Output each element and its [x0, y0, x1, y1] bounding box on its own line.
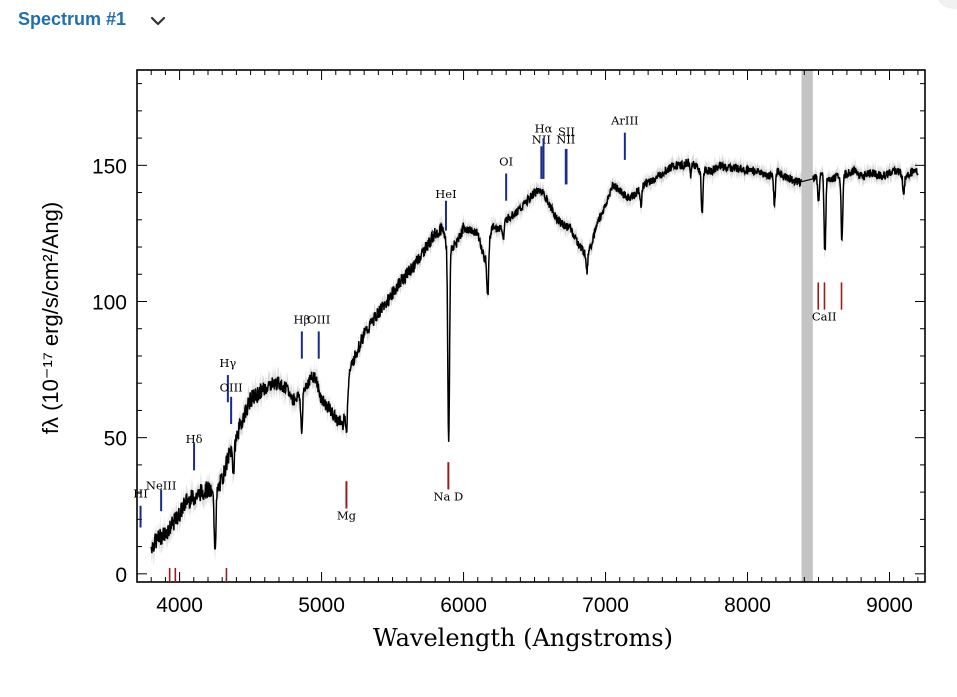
x-tick-label: 4000: [156, 594, 203, 617]
emission-line-label: HI: [133, 487, 148, 501]
emission-line-label: SII: [558, 124, 575, 138]
emission-line-label: Hγ: [219, 356, 236, 370]
spectrum-title: Spectrum #1: [18, 8, 127, 29]
emission-line-label: NII: [532, 133, 551, 147]
absorption-line-label: CaII: [812, 310, 837, 324]
emission-line-label: Hβ: [293, 312, 310, 326]
emission-line-label: ArIII: [610, 113, 638, 127]
y-tick-label: 150: [92, 155, 127, 178]
plot-frame: [136, 69, 926, 583]
emission-line-label: OIII: [307, 312, 330, 326]
x-axis-label: Wavelength (Angstroms): [373, 624, 673, 652]
x-tick-label: 5000: [298, 594, 345, 617]
spectrum-header[interactable]: Spectrum #1: [18, 7, 166, 31]
corner-decoration: [939, 0, 957, 8]
masked-band: [801, 70, 813, 582]
y-tick-label: 0: [115, 564, 127, 587]
emission-line-label: OI: [499, 154, 513, 168]
absorption-line-label: Mg: [337, 508, 357, 522]
emission-line-label: Hδ: [186, 432, 203, 446]
spectrum-line: [150, 158, 919, 554]
masked-connector: [801, 178, 813, 183]
emission-line-label: OIII: [220, 380, 243, 394]
y-tick-label: 100: [92, 291, 127, 314]
x-tick-label: 7000: [582, 594, 629, 617]
emission-line-label: NII: [556, 133, 575, 147]
absorption-line-label: Na D: [433, 489, 463, 503]
x-tick-label: 8000: [724, 594, 771, 617]
x-tick-label: 6000: [440, 594, 487, 617]
emission-line-label: HeI: [435, 187, 456, 201]
y-tick-label: 50: [104, 428, 127, 451]
x-tick-label: 9000: [866, 594, 913, 617]
y-axis-label: fλ (10⁻¹⁷ erg/s/cm²/Ang): [38, 202, 63, 434]
chevron-down-icon[interactable]: [150, 13, 166, 31]
emission-line-label: NeIII: [146, 478, 177, 492]
emission-line-label: Hα: [535, 122, 553, 136]
